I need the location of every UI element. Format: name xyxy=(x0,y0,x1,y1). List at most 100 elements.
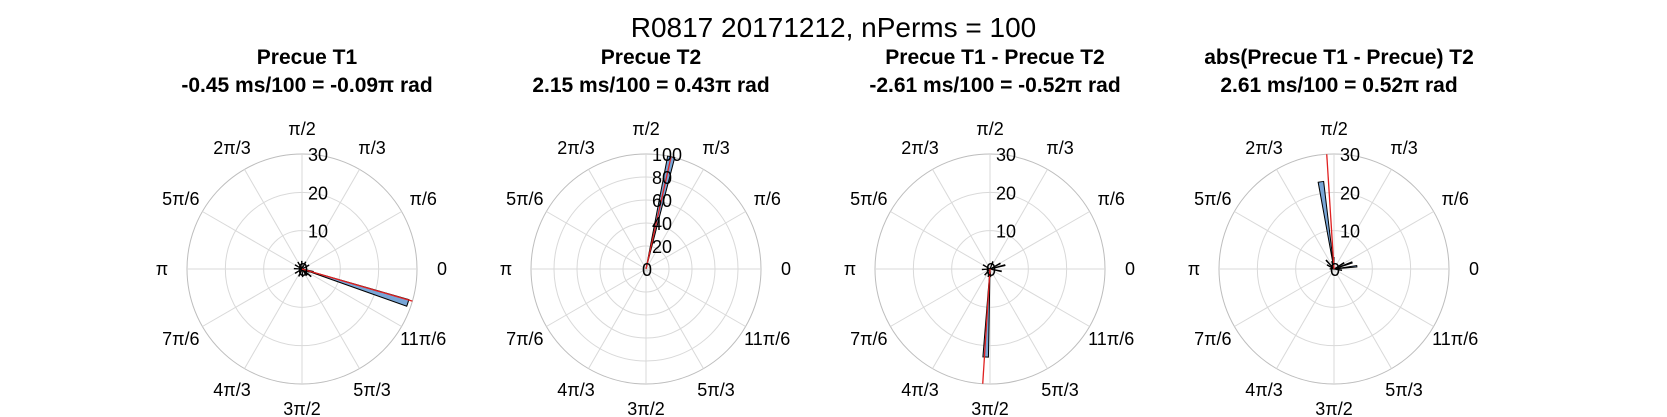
polar-grid-spoke xyxy=(1333,268,1434,327)
theta-tick-label: 11π/6 xyxy=(1088,329,1134,349)
theta-tick-label: 3π/2 xyxy=(283,399,320,417)
theta-tick-label: 0 xyxy=(1125,259,1135,279)
histogram-bar xyxy=(298,268,303,277)
theta-tick-label: 4π/3 xyxy=(213,380,250,400)
polar-grid-spoke xyxy=(932,268,991,369)
figure-title: R0817 20171212, nPerms = 100 xyxy=(630,12,1037,43)
polar-grid-spoke xyxy=(244,169,303,270)
panel-title: Precue T1 xyxy=(256,46,358,69)
histogram-bar xyxy=(301,268,304,278)
polar-grid-spoke xyxy=(645,268,746,327)
histogram-bar xyxy=(301,268,308,277)
polar-plot-precue-difference: 10 20 30 0 0 π/6 π/3 π/2 2π/3 5π/6 π 7π/6 4π/3 3π/2 5π… xyxy=(844,119,1135,417)
panel-precue-difference: Precue T1 - Precue T2 -2.61 ms/100 = -0.… xyxy=(830,44,1160,417)
theta-tick-label: 3π/2 xyxy=(971,399,1008,417)
polar-grid-spoke xyxy=(1234,268,1335,327)
panel-subtitle: 2.61 ms/100 = 0.52π rad xyxy=(1220,74,1458,97)
theta-tick-label: 2π/3 xyxy=(1245,138,1282,158)
r-tick-label: 20 xyxy=(308,183,328,203)
polar-grid-spoke xyxy=(645,211,746,270)
theta-tick-label: 5π/6 xyxy=(506,189,543,209)
polar-grid-spoke xyxy=(1234,211,1335,270)
panel-subtitle: -0.45 ms/100 = -0.09π rad xyxy=(181,74,433,97)
panel-abs-difference: abs(Precue T1 - Precue) T2 2.61 ms/100 =… xyxy=(1174,44,1504,417)
polar-grid-spoke xyxy=(890,211,991,270)
theta-tick-label: 5π/3 xyxy=(1385,380,1422,400)
histogram-bar xyxy=(1317,180,1335,270)
polar-grid-spoke xyxy=(932,169,991,270)
polar-grid-spoke xyxy=(301,211,402,270)
polar-grid-spoke xyxy=(202,211,303,270)
polar-grid-spoke xyxy=(645,169,704,270)
polar-plot-precue-t2: 20 40 60 80 100 0 0 π/6 π/3 π/2 2π/3 5π/6 π 7π/6 4π/3 3… xyxy=(500,119,791,417)
histogram-bar xyxy=(989,268,1002,273)
r-tick-label: 80 xyxy=(652,168,672,188)
histogram-bar xyxy=(1333,264,1358,270)
r-tick-label: 0 xyxy=(1330,260,1340,280)
theta-tick-label: 7π/6 xyxy=(850,329,887,349)
theta-tick-label: 5π/6 xyxy=(850,189,887,209)
theta-tick-label: π/2 xyxy=(1320,119,1347,139)
histogram-bar xyxy=(989,261,994,270)
r-tick-label: 30 xyxy=(1340,145,1360,165)
histogram-bar xyxy=(294,264,303,270)
theta-tick-label: π/3 xyxy=(1390,138,1417,158)
polar-grid-spoke xyxy=(1333,268,1392,369)
theta-tick-label: 0 xyxy=(437,259,447,279)
r-tick-label: 10 xyxy=(308,222,328,242)
polar-grid-spoke xyxy=(244,268,303,369)
r-tick-label: 40 xyxy=(652,214,672,234)
theta-tick-label: 5π/3 xyxy=(697,380,734,400)
histogram-bar xyxy=(1333,261,1353,270)
histogram-bar xyxy=(645,155,676,270)
theta-tick-label: π/3 xyxy=(702,138,729,158)
mean-direction-line xyxy=(645,156,672,270)
histogram-bar xyxy=(1325,259,1335,270)
histogram-bar xyxy=(1326,264,1335,270)
histogram-bar xyxy=(301,264,310,270)
polar-grid-spoke xyxy=(989,169,1048,270)
histogram-bar xyxy=(982,264,991,270)
theta-tick-label: π/6 xyxy=(753,189,780,209)
panel-title: Precue T2 xyxy=(600,46,702,69)
theta-tick-label: π/6 xyxy=(409,189,436,209)
theta-tick-label: π xyxy=(844,259,856,279)
theta-tick-label: 3π/2 xyxy=(1315,399,1352,417)
histogram-bar xyxy=(297,261,303,270)
panel-title: Precue T1 - Precue T2 xyxy=(885,46,1105,69)
histogram-bar xyxy=(294,268,303,274)
theta-tick-label: 4π/3 xyxy=(1245,380,1282,400)
theta-tick-label: 11π/6 xyxy=(744,329,790,349)
theta-tick-label: 0 xyxy=(781,259,791,279)
polar-grid-spoke xyxy=(546,211,647,270)
polar-plot-precue-t1: 10 20 30 0 0 π/6 π/3 π/2 2π/3 5π/6 π 7π/6 4π/3 3π/2 5π… xyxy=(156,119,447,417)
r-tick-label: 0 xyxy=(298,260,308,280)
theta-tick-label: 5π/3 xyxy=(353,380,390,400)
polar-grid-spoke xyxy=(588,169,647,270)
theta-tick-label: 7π/6 xyxy=(162,329,199,349)
theta-tick-label: 11π/6 xyxy=(1432,329,1478,349)
panel-precue-t1: Precue T1 -0.45 ms/100 = -0.09π rad 10 20… xyxy=(142,44,472,417)
histogram-bar xyxy=(301,261,307,270)
mean-direction-line xyxy=(982,268,991,384)
r-tick-label: 100 xyxy=(652,145,682,165)
histogram-bar xyxy=(984,268,991,276)
r-tick-label: 0 xyxy=(642,260,652,280)
polar-grid-spoke xyxy=(989,211,1090,270)
theta-tick-label: π/3 xyxy=(1046,138,1073,158)
theta-tick-label: 7π/6 xyxy=(1194,329,1231,349)
polar-plot-abs-difference: 10 20 30 0 0 π/6 π/3 π/2 2π/3 5π/6 π 7π/6 4π/3 3π/2 5π… xyxy=(1188,119,1479,417)
theta-tick-label: 11π/6 xyxy=(400,329,446,349)
r-tick-label: 20 xyxy=(996,183,1016,203)
theta-tick-label: π/2 xyxy=(288,119,315,139)
theta-tick-label: π xyxy=(1188,259,1200,279)
theta-tick-label: π/2 xyxy=(632,119,659,139)
theta-tick-label: 5π/3 xyxy=(1041,380,1078,400)
histogram-bar xyxy=(981,268,991,271)
r-tick-label: 0 xyxy=(986,260,996,280)
theta-tick-label: π/2 xyxy=(976,119,1003,139)
histogram-bar xyxy=(301,268,410,307)
polar-grid-spoke xyxy=(546,268,647,327)
polar-grid-spoke xyxy=(1276,268,1335,369)
mean-direction-line xyxy=(1326,154,1335,270)
